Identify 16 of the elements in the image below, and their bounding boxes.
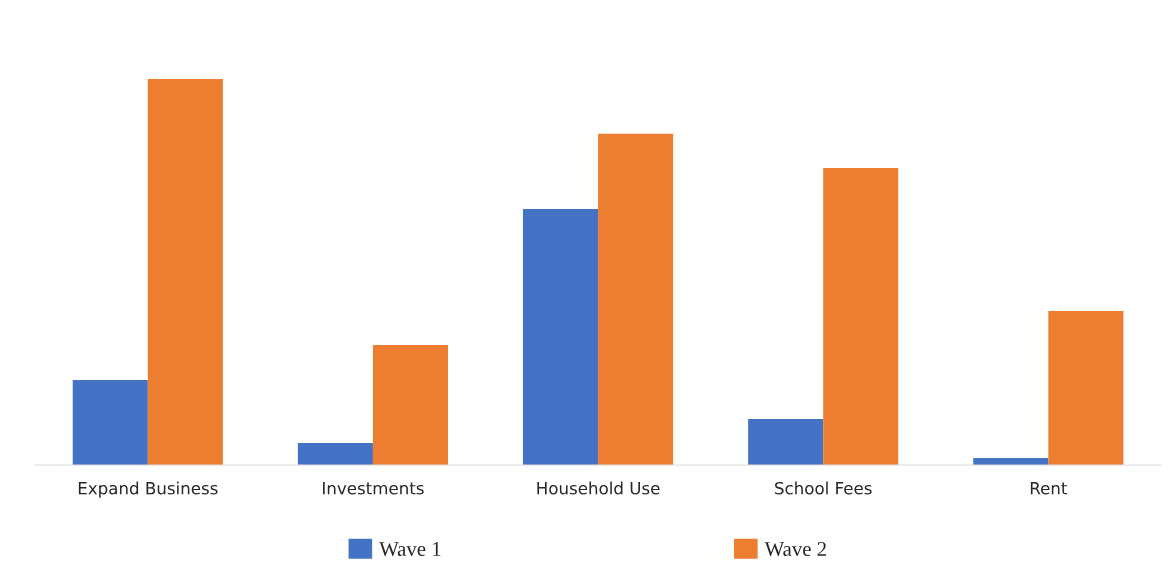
bar [823, 168, 899, 465]
x-tick-label: School Fees [775, 481, 872, 495]
bar [1048, 310, 1124, 465]
bar [147, 78, 223, 465]
x-tick-label: Household Use [537, 481, 660, 495]
bar [748, 419, 824, 465]
bar [72, 380, 148, 465]
bar [522, 209, 599, 465]
legend-label: Wave 1 [379, 542, 441, 557]
legend-label: Wave 2 [764, 542, 826, 557]
bar [372, 344, 449, 465]
x-tick-label: Rent [1030, 482, 1068, 495]
bar [598, 133, 674, 465]
x-tick-label: Expand Business [78, 481, 218, 498]
bar [297, 442, 373, 465]
x-tick-label: Investments [323, 482, 424, 495]
